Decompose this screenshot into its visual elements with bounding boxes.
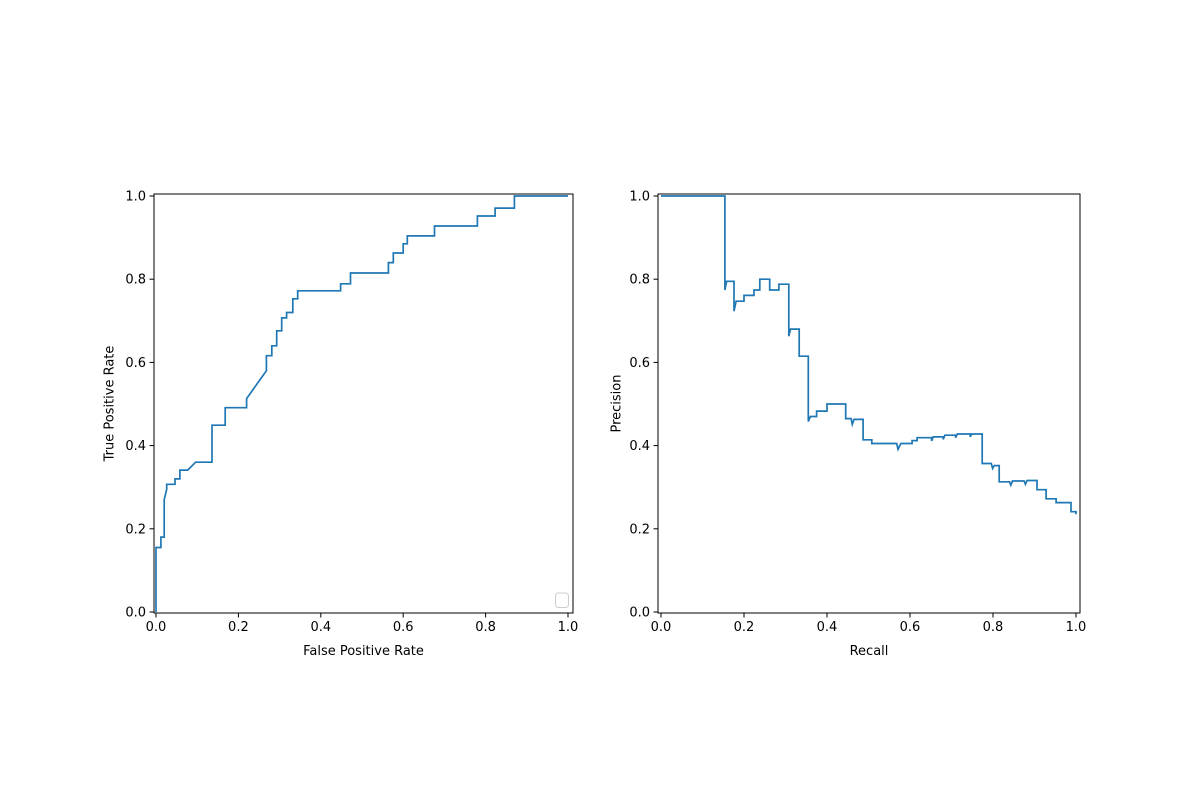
roc-curve bbox=[155, 195, 568, 612]
pr-yaxis-title: Precision bbox=[609, 374, 625, 433]
y-tick-label: 0.4 bbox=[125, 439, 146, 454]
y-tick-label: 0.2 bbox=[125, 522, 146, 537]
y-tick-label: 0.0 bbox=[629, 606, 650, 621]
x-tick-label: 0.0 bbox=[651, 620, 672, 635]
x-tick-label: 0.2 bbox=[228, 620, 249, 635]
y-tick-label: 0.6 bbox=[125, 356, 146, 371]
x-tick-label: 1.0 bbox=[558, 620, 579, 635]
y-tick-label: 0.8 bbox=[629, 273, 650, 288]
roc-xaxis-title: False Positive Rate bbox=[303, 644, 424, 659]
x-tick-label: 0.4 bbox=[817, 620, 838, 635]
pr-spines bbox=[657, 193, 1081, 614]
x-tick-label: 0.8 bbox=[475, 620, 496, 635]
y-tick-label: 0.6 bbox=[629, 356, 650, 371]
x-tick-label: 0.0 bbox=[146, 620, 167, 635]
y-tick-label: 0.2 bbox=[629, 522, 650, 537]
roc-axes: 0.0 0.2 0.4 0.6 0.8 1.0 0.0 0.2 0.4 0.6 0.8 1.0 bbox=[125, 190, 578, 636]
y-tick-label: 0.8 bbox=[125, 273, 146, 288]
x-tick-label: 0.6 bbox=[393, 620, 414, 635]
roc-yaxis-title: True Positive Rate bbox=[102, 345, 118, 462]
x-tick-label: 0.6 bbox=[900, 620, 921, 635]
y-tick-label: 0.0 bbox=[125, 606, 146, 621]
y-tick-label: 1.0 bbox=[125, 190, 146, 205]
x-tick-label: 1.0 bbox=[1066, 620, 1087, 635]
precision-recall-curve bbox=[661, 195, 1077, 515]
x-tick-label: 0.8 bbox=[983, 620, 1004, 635]
y-tick-label: 0.4 bbox=[629, 439, 650, 454]
pr-axes: 0.0 0.2 0.4 0.6 0.8 1.0 0.0 0.2 0.4 0.6 0.8 1.0 bbox=[629, 190, 1086, 636]
roc-legend-box bbox=[555, 592, 569, 608]
x-tick-label: 0.2 bbox=[734, 620, 755, 635]
x-tick-label: 0.4 bbox=[310, 620, 331, 635]
y-tick-label: 1.0 bbox=[629, 190, 650, 205]
pr-xaxis-title: Recall bbox=[849, 644, 889, 659]
roc-spines bbox=[153, 193, 574, 614]
